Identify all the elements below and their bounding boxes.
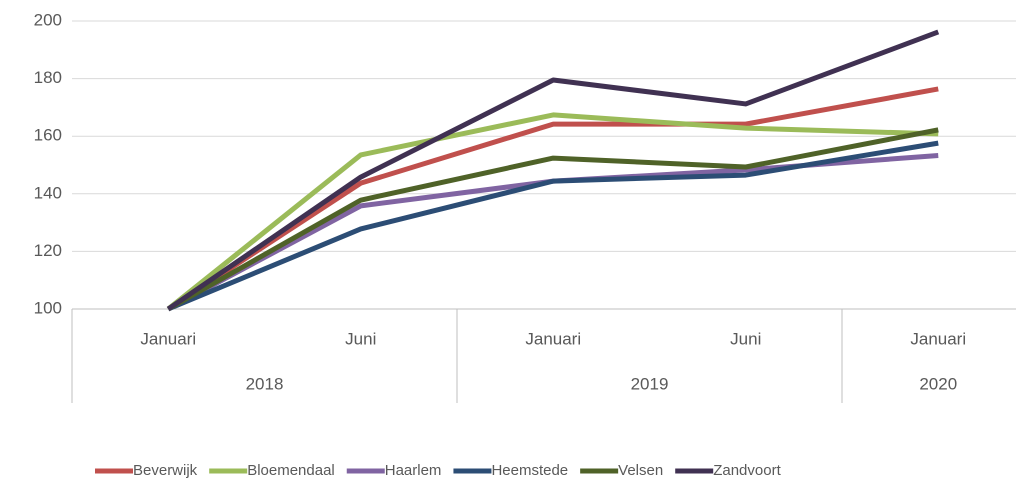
series-line — [166, 112, 939, 311]
legend-label: Beverwijk — [133, 462, 198, 479]
x-tick-label: Juni — [345, 329, 376, 348]
y-tick-label: 100 — [34, 298, 62, 317]
series-line — [167, 140, 939, 312]
y-tick-label: 140 — [34, 183, 62, 202]
legend-label: Velsen — [618, 462, 663, 479]
x-group-label: 2020 — [919, 374, 957, 393]
x-group-label: 2019 — [631, 374, 669, 393]
legend-label: Heemstede — [491, 462, 568, 479]
legend-label: Haarlem — [385, 462, 442, 479]
series-line — [167, 127, 939, 312]
series-line — [166, 86, 939, 312]
y-tick-label: 200 — [34, 10, 62, 29]
x-tick-label: Januari — [910, 329, 966, 348]
x-tick-label: Januari — [525, 329, 581, 348]
x-tick-label: Juni — [730, 329, 761, 348]
y-tick-label: 120 — [34, 241, 62, 260]
y-tick-label: 160 — [34, 126, 62, 145]
x-group-label: 2018 — [246, 374, 284, 393]
legend-label: Bloemendaal — [247, 462, 335, 479]
legend: Beverwijk Bloemendaal Haarlem Heemstede Vels… — [95, 462, 782, 479]
y-tick-label: 180 — [34, 68, 62, 87]
series-line — [166, 29, 940, 312]
legend-label: Zandvoort — [713, 462, 781, 479]
x-tick-label: Januari — [140, 329, 196, 348]
